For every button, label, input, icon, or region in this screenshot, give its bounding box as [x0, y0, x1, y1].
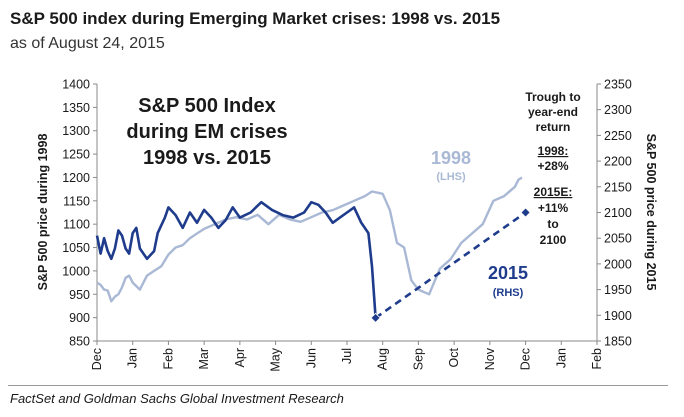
x-tick-label: Jan	[126, 348, 140, 368]
y-left-tick-label: 1150	[63, 194, 90, 208]
return-1998-value: +28%	[537, 159, 568, 173]
x-tick-label: Jun	[304, 348, 318, 368]
series-1998-label: 1998	[431, 148, 471, 168]
y-left-tick-label: 950	[69, 288, 90, 302]
y-right-tick-label: 2150	[604, 180, 632, 194]
y-right-tick-label: 2000	[604, 257, 632, 271]
series-1998-line	[96, 176, 523, 303]
return-2015e-label: 2015E:	[534, 185, 573, 199]
y-left-tick-label: 1400	[62, 78, 90, 92]
y-left-tick-label: 850	[69, 335, 90, 349]
x-tick-label: Nov	[483, 347, 497, 370]
line-chart: 850 900 950 1000 1050 1100 1150 1200 1250 1300 135…	[36, 78, 658, 372]
x-tick-label: Dec	[90, 348, 104, 370]
chart-inner-title-line-1: S&P 500 Index	[138, 95, 275, 117]
x-tick-label: May	[269, 347, 283, 371]
y-left-tick-label: 1000	[62, 264, 90, 278]
trough-note-line-1: Trough to	[525, 90, 580, 104]
x-tick-label: Jul	[340, 348, 354, 364]
y-left-tick-label: 1350	[62, 101, 90, 115]
y-axis-right-title: S&P 500 price during 2015	[644, 134, 658, 291]
y-left-tick-label: 900	[69, 311, 90, 325]
x-tick-label: Dec	[519, 348, 533, 370]
series-1998-axis-label: (LHS)	[436, 171, 466, 183]
chart-inner-title-line-3: 1998 vs. 2015	[143, 147, 271, 169]
y-right-tick-label: 2250	[604, 129, 632, 143]
chart-inner-title-line-2: during EM crises	[126, 121, 287, 143]
return-1998-label: 1998:	[538, 144, 569, 158]
x-tick-label: Feb	[590, 348, 604, 370]
return-2015e-value: +11%	[538, 201, 569, 215]
y-axis-left-title: S&P 500 price during 1998	[36, 134, 50, 291]
chart-subtitle: as of August 24, 2015	[10, 35, 165, 52]
footer-divider	[8, 385, 668, 386]
y-left-tick-label: 1300	[62, 124, 90, 138]
x-tick-label: Jan	[554, 348, 568, 368]
series-2015-line	[95, 200, 377, 318]
y-left-tick-label: 1100	[63, 218, 90, 232]
series-2015-label: 2015	[488, 263, 528, 283]
y-right-tick-label: 1850	[604, 335, 632, 349]
y-left-tick-label: 1050	[62, 241, 90, 255]
source-note: FactSet and Goldman Sachs Global Investm…	[10, 391, 344, 406]
y-left-tick-label: 1200	[62, 171, 90, 185]
chart-title: S&P 500 index during Emerging Market cri…	[10, 9, 501, 28]
x-tick-label: Sep	[411, 348, 425, 370]
y-right-tick-label: 2300	[604, 103, 632, 117]
x-tick-label: Aug	[376, 348, 390, 370]
trough-note-line-3: return	[536, 120, 571, 134]
y-right-tick-label: 1900	[604, 309, 632, 323]
series-2015-axis-label: (RHS)	[493, 287, 524, 299]
x-tick-label: Apr	[233, 348, 247, 367]
trough-2015-marker	[370, 312, 381, 323]
trough-note-line-2: year-end	[528, 105, 578, 119]
y-right-tick-label: 2200	[604, 155, 632, 169]
projection-2015e-line	[374, 211, 527, 319]
target-2015e-marker	[520, 207, 531, 218]
x-tick-label: Oct	[447, 347, 461, 367]
y-left-tick-label: 1250	[62, 148, 90, 162]
return-2015e-to: to	[547, 217, 558, 231]
y-right-tick-label: 2350	[604, 78, 632, 92]
y-right-tick-label: 2100	[604, 206, 632, 220]
y-right-tick-label: 1950	[604, 283, 632, 297]
y-right-tick-label: 2050	[604, 232, 632, 246]
x-tick-label: Feb	[161, 348, 175, 370]
return-2015e-target: 2100	[540, 233, 567, 247]
x-tick-label: Mar	[197, 348, 211, 370]
